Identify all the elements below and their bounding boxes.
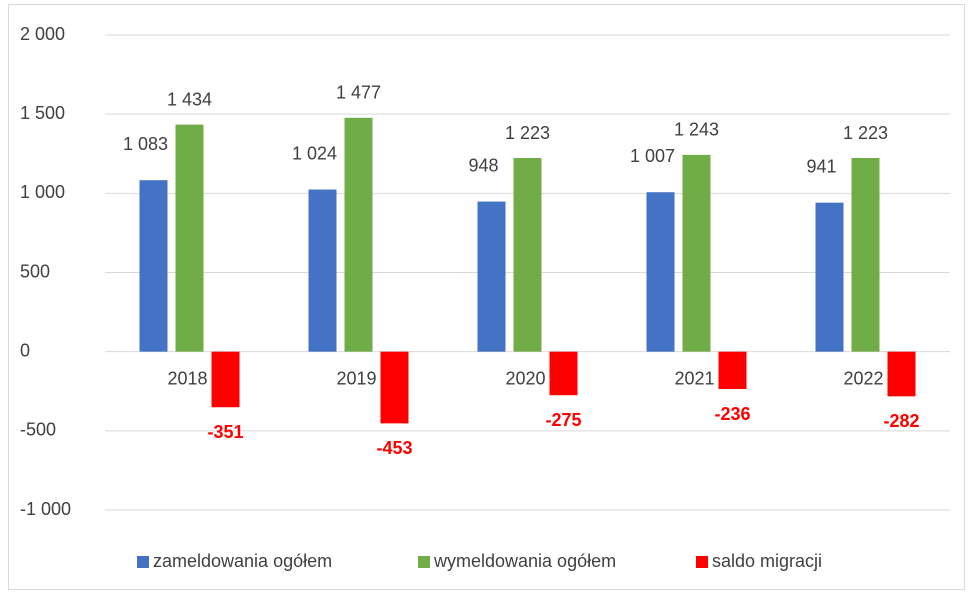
x-tick-label: 2018 <box>167 368 207 388</box>
y-tick-label: 0 <box>20 340 30 360</box>
x-tick-label: 2022 <box>843 368 883 388</box>
x-tick-label: 2020 <box>505 368 545 388</box>
bar <box>887 351 916 397</box>
y-tick-label: 1 500 <box>20 103 65 123</box>
data-label: 1 477 <box>336 83 381 103</box>
bar <box>513 158 542 352</box>
data-label: -282 <box>883 411 919 431</box>
x-tick-label: 2021 <box>674 368 714 388</box>
data-label: -275 <box>545 410 581 430</box>
bar <box>682 154 711 352</box>
legend-label: wymeldowania ogółem <box>433 551 616 571</box>
y-tick-label: 2 000 <box>20 24 65 44</box>
bar <box>549 351 578 396</box>
x-tick-label: 2019 <box>336 368 376 388</box>
data-label: 1 434 <box>167 89 212 109</box>
bar <box>139 180 168 352</box>
data-label: 948 <box>468 155 498 175</box>
legend-label: saldo migracji <box>712 551 822 571</box>
bar <box>815 202 844 352</box>
legend-swatch <box>137 556 149 568</box>
data-label: 1 024 <box>292 143 337 163</box>
bar <box>308 189 337 352</box>
bar <box>344 117 373 352</box>
data-label: 1 007 <box>630 146 675 166</box>
bar <box>646 192 675 352</box>
y-tick-label: 1 000 <box>20 182 65 202</box>
y-tick-label: 500 <box>20 261 50 281</box>
bar <box>380 351 409 424</box>
legend-swatch <box>418 556 430 568</box>
legend-label: zameldowania ogółem <box>153 551 332 571</box>
data-label: -453 <box>376 438 412 458</box>
data-label: -351 <box>207 422 243 442</box>
y-tick-label: -1 000 <box>20 499 71 519</box>
data-label: 1 243 <box>674 120 719 140</box>
bar <box>175 124 204 352</box>
y-tick-label: -500 <box>20 420 56 440</box>
bar <box>718 351 747 390</box>
bar <box>477 201 506 352</box>
bar <box>211 351 240 408</box>
data-label: 941 <box>806 156 836 176</box>
data-label: 1 223 <box>843 123 888 143</box>
data-label: -236 <box>714 404 750 424</box>
legend-swatch <box>696 556 708 568</box>
bar <box>851 158 880 352</box>
data-label: 1 223 <box>505 123 550 143</box>
data-label: 1 083 <box>123 134 168 154</box>
